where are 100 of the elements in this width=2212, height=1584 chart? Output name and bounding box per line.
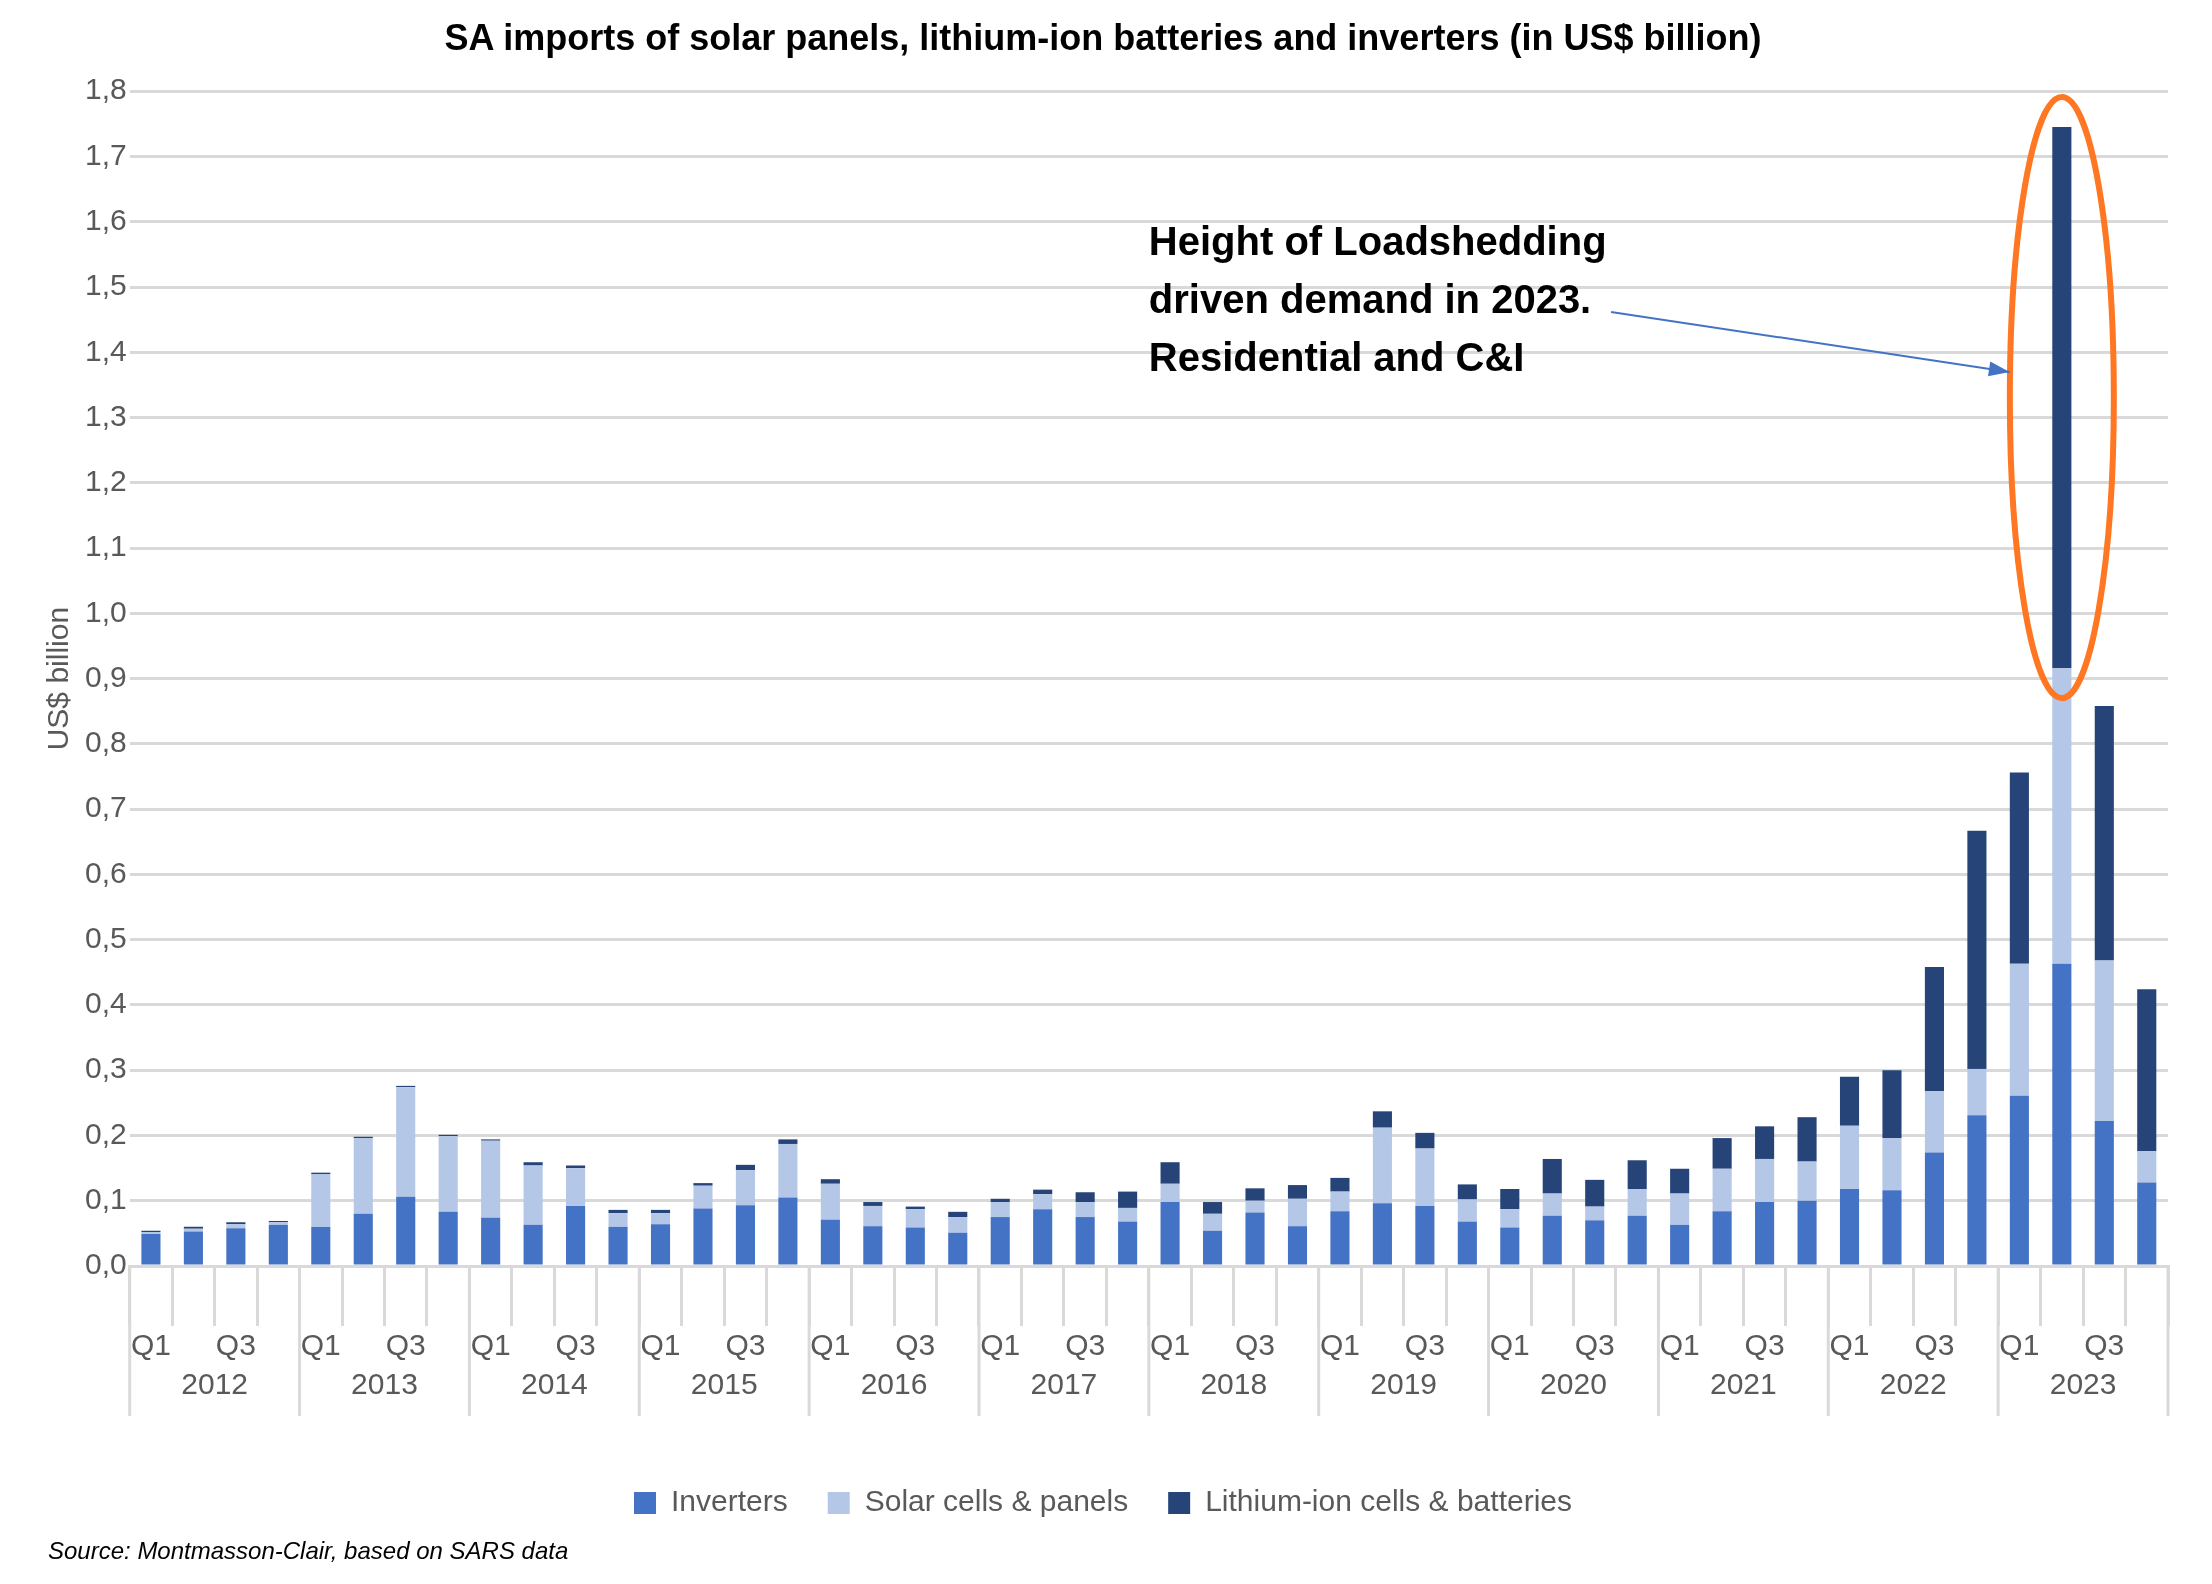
bar bbox=[990, 1202, 1010, 1218]
x-tick-label: Q3 bbox=[1574, 1328, 1615, 1362]
y-tick-label: 1,6 bbox=[84, 203, 127, 236]
text: 2012 bbox=[181, 1367, 249, 1401]
x-tick-label: Q3 bbox=[895, 1328, 936, 1362]
y-tick-label: 1,4 bbox=[84, 333, 127, 367]
x-tick-label: Q3 bbox=[1235, 1328, 1276, 1362]
bar bbox=[1457, 1184, 1477, 1200]
bar bbox=[1755, 1202, 1775, 1265]
x-tick-label: Q1 bbox=[300, 1328, 341, 1362]
bar bbox=[693, 1185, 713, 1209]
bar bbox=[1500, 1188, 1520, 1210]
x-tick-label: Q3 bbox=[1914, 1328, 1955, 1362]
text: 2021 bbox=[1709, 1367, 1777, 1401]
bar bbox=[1075, 1202, 1095, 1218]
bar bbox=[2094, 706, 2114, 961]
bar bbox=[1967, 830, 1987, 1069]
y-tick-label: 0,1 bbox=[84, 1182, 127, 1215]
bar bbox=[523, 1165, 543, 1225]
y-tick-label: 0,8 bbox=[84, 725, 127, 759]
text: 2016 bbox=[860, 1367, 928, 1401]
bar bbox=[1118, 1221, 1138, 1265]
legend-label: Solar cells & panels bbox=[864, 1484, 1129, 1518]
y-tick-label: 0,7 bbox=[84, 790, 127, 824]
bar bbox=[1882, 1190, 1902, 1265]
bar bbox=[2137, 1182, 2157, 1265]
y-tick-label: 0,6 bbox=[84, 855, 127, 889]
bar bbox=[1287, 1226, 1308, 1265]
bar bbox=[1924, 967, 1944, 1092]
x-tick-label: Q3 bbox=[215, 1328, 256, 1362]
bar bbox=[1542, 1215, 1562, 1265]
y-tick-label: 1,0 bbox=[84, 594, 127, 628]
bar bbox=[183, 1231, 203, 1265]
x-tick-label: Q1 bbox=[1489, 1328, 1530, 1362]
bar bbox=[481, 1140, 501, 1218]
bar bbox=[1585, 1206, 1605, 1221]
y-tick-label: 0,9 bbox=[84, 659, 127, 693]
bar bbox=[311, 1173, 331, 1227]
y-tick-label: 1,5 bbox=[84, 268, 127, 302]
bar bbox=[608, 1226, 628, 1265]
bar bbox=[2009, 1095, 2029, 1265]
bar bbox=[1372, 1111, 1392, 1128]
bar bbox=[1839, 1076, 1860, 1126]
bar bbox=[1457, 1199, 1477, 1222]
bar bbox=[1882, 1138, 1902, 1191]
bar bbox=[1330, 1177, 1350, 1192]
x-tick-label: Q1 bbox=[640, 1328, 681, 1362]
bar bbox=[396, 1087, 416, 1197]
bar bbox=[1585, 1179, 1605, 1207]
bar bbox=[1755, 1158, 1775, 1203]
bar bbox=[1033, 1209, 1053, 1265]
bar bbox=[1500, 1209, 1520, 1228]
bar bbox=[1287, 1198, 1308, 1227]
bar bbox=[1245, 1212, 1265, 1265]
bar bbox=[353, 1138, 373, 1214]
bar bbox=[1967, 1115, 1987, 1265]
bar bbox=[735, 1205, 755, 1265]
bar bbox=[1245, 1200, 1265, 1213]
text: 2019 bbox=[1370, 1367, 1438, 1401]
bar bbox=[650, 1213, 671, 1225]
bar bbox=[1627, 1215, 1647, 1265]
bar bbox=[1712, 1138, 1732, 1169]
bar bbox=[1627, 1160, 1647, 1189]
bar bbox=[481, 1217, 501, 1265]
x-tick-label: Q1 bbox=[130, 1328, 171, 1362]
bar bbox=[1500, 1227, 1520, 1265]
legend-label: Lithium-ion cells & batteries bbox=[1205, 1484, 1572, 1518]
bar bbox=[863, 1226, 883, 1265]
chart-title: SA imports of solar panels, lithium-ion batteries and inverters (in US$ billion) bbox=[444, 16, 1762, 58]
x-tick-label: Q1 bbox=[470, 1328, 511, 1362]
bar bbox=[2052, 127, 2072, 669]
bar bbox=[523, 1162, 543, 1166]
x-tick-label: Q3 bbox=[1404, 1328, 1445, 1362]
y-tick-label: 1,3 bbox=[84, 398, 127, 432]
y-tick-label: 1,2 bbox=[84, 464, 127, 498]
bar bbox=[778, 1139, 798, 1144]
bar bbox=[863, 1202, 883, 1206]
bar bbox=[948, 1217, 968, 1233]
bar bbox=[778, 1143, 798, 1198]
y-tick-label: 1,7 bbox=[84, 137, 127, 171]
bar bbox=[396, 1196, 416, 1265]
bar bbox=[1755, 1126, 1775, 1159]
bar bbox=[650, 1209, 671, 1214]
bar bbox=[1287, 1185, 1308, 1199]
bar bbox=[1712, 1211, 1732, 1265]
bar bbox=[905, 1209, 925, 1228]
bar bbox=[2009, 963, 2029, 1096]
bar bbox=[2052, 668, 2072, 964]
bar bbox=[566, 1168, 586, 1206]
bar bbox=[1924, 1091, 1944, 1153]
bar bbox=[1712, 1168, 1732, 1212]
bar bbox=[566, 1205, 586, 1265]
text: 2023 bbox=[2049, 1367, 2117, 1401]
x-tick-label: Q3 bbox=[2084, 1328, 2125, 1362]
bar bbox=[693, 1208, 713, 1265]
y-tick-label: 0,2 bbox=[84, 1116, 127, 1150]
bar bbox=[1160, 1162, 1180, 1184]
bar bbox=[1118, 1207, 1138, 1222]
bar bbox=[311, 1226, 331, 1265]
bar bbox=[650, 1224, 671, 1265]
